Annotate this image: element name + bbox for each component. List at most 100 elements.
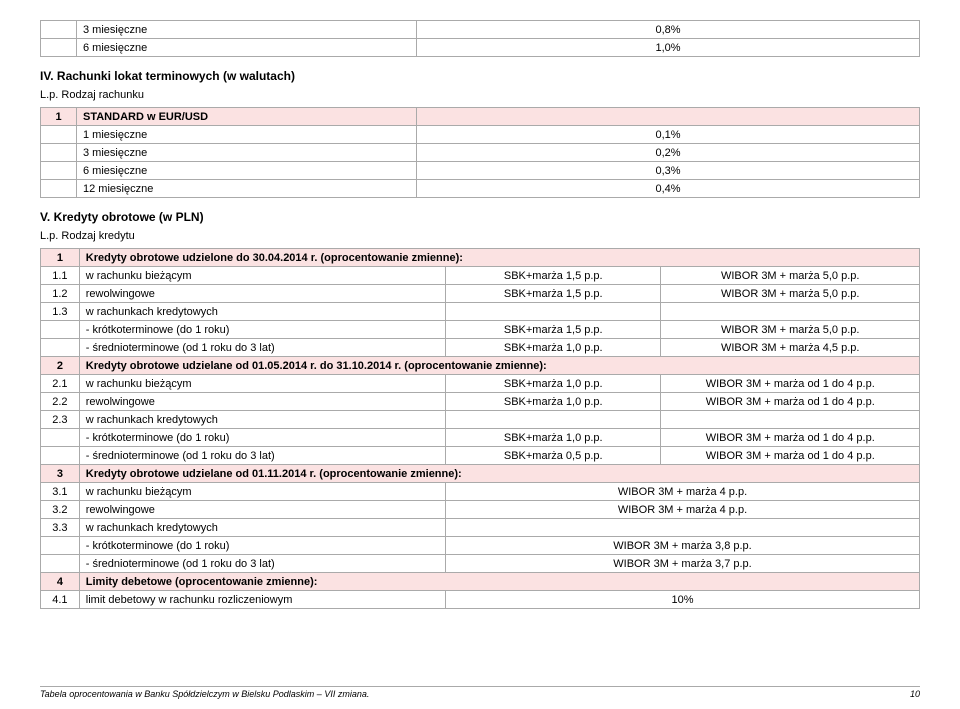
row-num [41,126,77,144]
row-c2: WIBOR 3M + marża 5,0 p.p. [661,285,920,303]
row-c2: WIBOR 3M + marża 5,0 p.p. [661,267,920,285]
table-row: 6 miesięczne1,0% [41,39,920,57]
row-value: 0,3% [417,162,920,180]
row-value: 0,2% [417,144,920,162]
row-c1: SBK+marża 1,0 p.p. [446,429,661,447]
table-row: 1 miesięczne0,1% [41,126,920,144]
section-v-sub: L.p. Rodzaj kredytu [40,230,920,242]
header-num: 3 [41,465,80,483]
footer-text: Tabela oprocentowania w Banku Spółdzielc… [40,689,369,699]
row-num [41,21,77,39]
row-label: w rachunkach kredytowych [79,411,445,429]
row-num: 2.2 [41,393,80,411]
row-c2: WIBOR 3M + marża od 1 do 4 p.p. [661,393,920,411]
page-footer: Tabela oprocentowania w Banku Spółdzielc… [40,686,920,699]
row-label: rewolwingowe [79,393,445,411]
row-num [41,339,80,357]
row-value: 1,0% [417,39,920,57]
table-row: 4.1limit debetowy w rachunku rozliczenio… [41,591,920,609]
page-number: 10 [910,689,920,699]
row-label: limit debetowy w rachunku rozliczeniowym [79,591,445,609]
row-num [41,321,80,339]
header-label: Limity debetowe (oprocentowanie zmienne)… [79,573,919,591]
top-table: 3 miesięczne0,8%6 miesięczne1,0% [40,20,920,57]
table-row: 1.1w rachunku bieżącymSBK+marża 1,5 p.p.… [41,267,920,285]
group-header: 2Kredyty obrotowe udzielane od 01.05.201… [41,357,920,375]
row-num: 1.2 [41,285,80,303]
row-num [41,537,80,555]
row-num [41,39,77,57]
row-num: 1.3 [41,303,80,321]
row-value: 0,1% [417,126,920,144]
table-row: 2.2rewolwingoweSBK+marża 1,0 p.p.WIBOR 3… [41,393,920,411]
row-value: 0,8% [417,21,920,39]
row-label: w rachunku bieżącym [79,267,445,285]
header-empty [417,108,920,126]
row-c2: WIBOR 3M + marża 4,5 p.p. [661,339,920,357]
group-header: 3Kredyty obrotowe udzielane od 01.11.201… [41,465,920,483]
row-value: WIBOR 3M + marża 4 p.p. [446,501,920,519]
row-label: - krótkoterminowe (do 1 roku) [79,321,445,339]
row-label: w rachunku bieżącym [79,375,445,393]
row-label: - krótkoterminowe (do 1 roku) [79,429,445,447]
row-value: WIBOR 3M + marża 3,8 p.p. [446,537,920,555]
row-num [41,180,77,198]
table-row: - średnioterminowe (od 1 roku do 3 lat)S… [41,339,920,357]
row-label: 3 miesięczne [77,21,417,39]
row-value: 10% [446,591,920,609]
section-v-title: V. Kredyty obrotowe (w PLN) [40,210,920,224]
table-row: 3 miesięczne0,8% [41,21,920,39]
row-c1: SBK+marża 1,0 p.p. [446,393,661,411]
row-label: - krótkoterminowe (do 1 roku) [79,537,445,555]
row-value [446,519,920,537]
section-iv-header: 1 STANDARD w EUR/USD [41,108,920,126]
row-c1: SBK+marża 0,5 p.p. [446,447,661,465]
row-c1 [446,303,661,321]
row-c2 [661,303,920,321]
row-label: 3 miesięczne [77,144,417,162]
row-num [41,144,77,162]
table-row: - krótkoterminowe (do 1 roku)SBK+marża 1… [41,321,920,339]
table-row: 2.3w rachunkach kredytowych [41,411,920,429]
row-label: w rachunkach kredytowych [79,303,445,321]
row-num [41,429,80,447]
table-row: 3 miesięczne0,2% [41,144,920,162]
row-label: w rachunkach kredytowych [79,519,445,537]
table-row: 1.3w rachunkach kredytowych [41,303,920,321]
row-num [41,162,77,180]
row-num: 2.3 [41,411,80,429]
row-label: 1 miesięczne [77,126,417,144]
row-c1 [446,411,661,429]
header-num: 2 [41,357,80,375]
row-label: rewolwingowe [79,501,445,519]
row-num [41,555,80,573]
header-label: Kredyty obrotowe udzielane od 01.11.2014… [79,465,919,483]
row-num: 3.1 [41,483,80,501]
header-label: Kredyty obrotowe udzielone do 30.04.2014… [79,249,919,267]
row-num: 4.1 [41,591,80,609]
row-c2: WIBOR 3M + marża od 1 do 4 p.p. [661,429,920,447]
table-row: 3.3w rachunkach kredytowych [41,519,920,537]
table-row: 1.2rewolwingoweSBK+marża 1,5 p.p.WIBOR 3… [41,285,920,303]
row-label: 6 miesięczne [77,39,417,57]
row-num [41,447,80,465]
section-v-table: 1Kredyty obrotowe udzielone do 30.04.201… [40,248,920,609]
row-c2: WIBOR 3M + marża od 1 do 4 p.p. [661,447,920,465]
row-label: 6 miesięczne [77,162,417,180]
row-c1: SBK+marża 1,5 p.p. [446,267,661,285]
table-row: 6 miesięczne0,3% [41,162,920,180]
row-num: 3.2 [41,501,80,519]
header-label: STANDARD w EUR/USD [77,108,417,126]
row-c2: WIBOR 3M + marża 5,0 p.p. [661,321,920,339]
row-label: - średnioterminowe (od 1 roku do 3 lat) [79,555,445,573]
row-label: rewolwingowe [79,285,445,303]
table-row: 2.1w rachunku bieżącymSBK+marża 1,0 p.p.… [41,375,920,393]
section-iv-table: 1 STANDARD w EUR/USD 1 miesięczne0,1%3 m… [40,107,920,198]
table-row: - krótkoterminowe (do 1 roku)WIBOR 3M + … [41,537,920,555]
row-num: 1.1 [41,267,80,285]
group-header: 1Kredyty obrotowe udzielone do 30.04.201… [41,249,920,267]
table-row: - średnioterminowe (od 1 roku do 3 lat)S… [41,447,920,465]
header-num: 1 [41,108,77,126]
table-row: 3.1w rachunku bieżącymWIBOR 3M + marża 4… [41,483,920,501]
row-c1: SBK+marża 1,0 p.p. [446,339,661,357]
